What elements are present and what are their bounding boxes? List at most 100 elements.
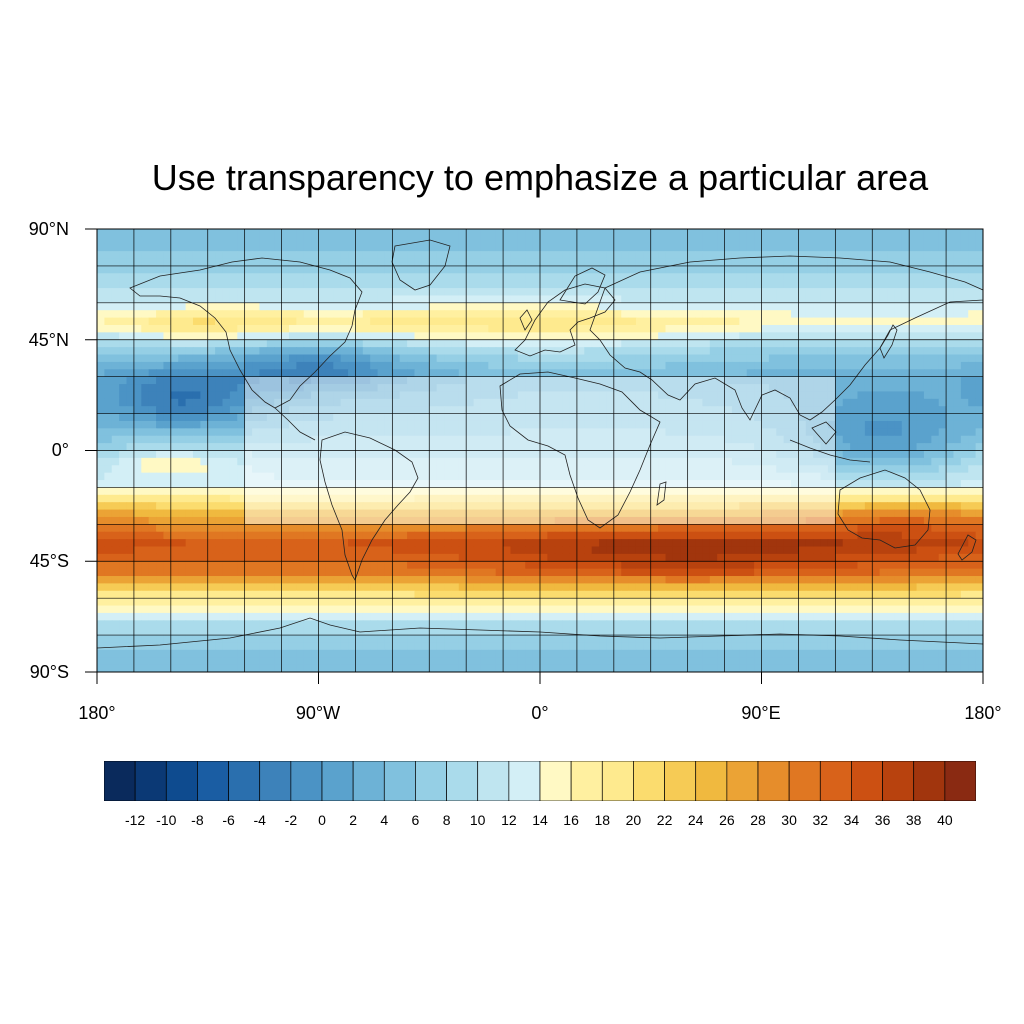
field-cell [288, 531, 297, 540]
field-cell [680, 398, 689, 407]
field-cell [274, 516, 283, 525]
field-cell [148, 516, 157, 525]
field-cell [303, 251, 312, 260]
field-cell [562, 302, 571, 311]
field-cell [776, 435, 785, 444]
field-cell [333, 457, 342, 466]
field-cell [894, 361, 903, 370]
field-cell [229, 332, 238, 341]
field-cell [975, 280, 983, 289]
field-cell [414, 251, 423, 260]
field-cell [695, 391, 704, 400]
field-cell [576, 494, 585, 503]
field-cell [613, 487, 622, 496]
field-cell [178, 347, 187, 356]
field-cell [266, 420, 275, 429]
field-cell [237, 450, 246, 459]
field-cell [975, 354, 983, 363]
field-cell [591, 398, 600, 407]
field-cell [266, 229, 275, 237]
field-cell [473, 317, 482, 326]
field-cell [680, 487, 689, 496]
field-cell [754, 288, 763, 297]
field-cell [569, 317, 578, 326]
field-cell [931, 391, 940, 400]
field-cell [192, 295, 201, 304]
field-cell [739, 516, 748, 525]
field-cell [672, 435, 681, 444]
field-cell [540, 339, 548, 348]
field-cell [377, 450, 386, 459]
field-cell [717, 295, 726, 304]
field-cell [739, 280, 748, 289]
field-cell [436, 361, 445, 370]
field-cell [901, 406, 910, 415]
field-cell [480, 258, 489, 267]
field-cell [791, 332, 800, 341]
field-cell [126, 516, 135, 525]
field-cell [392, 480, 401, 489]
field-cell [207, 310, 216, 319]
field-cell [931, 524, 940, 533]
field-cell [746, 243, 755, 252]
field-cell [695, 376, 704, 385]
field-cell [946, 376, 955, 385]
field-cell [665, 472, 674, 481]
field-cell [414, 339, 423, 348]
field-cell [717, 443, 726, 452]
field-cell [872, 324, 881, 333]
field-cell [436, 413, 445, 422]
field-cell [296, 391, 305, 400]
field-cell [606, 265, 615, 274]
field-cell [613, 420, 622, 429]
field-cell [414, 413, 423, 422]
field-cell [931, 369, 940, 378]
field-cell [517, 339, 526, 348]
field-cell [931, 457, 940, 466]
field-cell [842, 376, 851, 385]
field-cell [879, 324, 888, 333]
field-cell [200, 524, 209, 533]
field-cell [325, 398, 334, 407]
field-cell [104, 509, 113, 518]
field-cell [754, 324, 763, 333]
field-cell [754, 428, 763, 437]
field-cell [318, 361, 327, 370]
field-cell [635, 502, 644, 511]
field-cell [119, 251, 128, 260]
field-cell [887, 450, 895, 459]
field-cell [377, 317, 386, 326]
field-cell [480, 251, 489, 260]
field-cell [532, 288, 541, 297]
field-cell [887, 251, 895, 260]
field-cell [141, 361, 150, 370]
field-cell [628, 243, 637, 252]
field-cell [687, 472, 696, 481]
field-cell [931, 332, 940, 341]
field-cell [584, 339, 593, 348]
field-cell [488, 339, 497, 348]
field-cell [407, 265, 416, 274]
field-cell [628, 428, 637, 437]
field-cell [384, 354, 393, 363]
field-cell [377, 487, 386, 496]
field-cell [200, 229, 209, 237]
field-cell [362, 280, 371, 289]
field-cell [835, 524, 844, 533]
field-cell [894, 472, 903, 481]
field-cell [303, 472, 312, 481]
field-cell [628, 472, 637, 481]
field-cell [761, 509, 770, 518]
field-cell [156, 450, 165, 459]
field-cell [421, 369, 430, 378]
field-cell [480, 229, 489, 237]
field-cell [340, 516, 349, 525]
field-cell [384, 531, 393, 540]
field-cell [798, 317, 807, 326]
field-cell [628, 420, 637, 429]
field-cell [252, 494, 261, 503]
field-cell [584, 494, 593, 503]
field-cell [975, 406, 983, 415]
field-cell [192, 428, 201, 437]
field-cell [724, 480, 733, 489]
